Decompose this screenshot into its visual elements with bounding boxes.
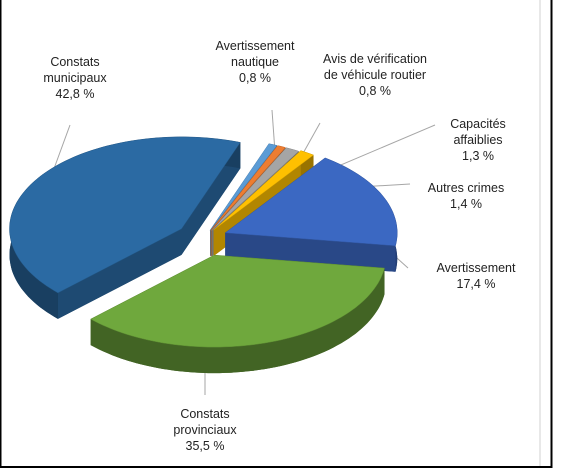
value-label: 42,8 % [55, 87, 95, 101]
slice-top [9, 136, 241, 294]
slice-top [211, 147, 300, 231]
slice-top [210, 145, 286, 231]
slice-top [213, 150, 315, 231]
data-label: Avertissement 17,4 % [421, 260, 531, 292]
value-label: 35,5 % [185, 439, 225, 453]
frame [0, 0, 553, 468]
slice-side [90, 268, 385, 374]
value-label: 1,4 % [450, 197, 482, 211]
data-label: Avertissement nautique 0,8 % [200, 38, 310, 86]
category-label: Avertissement [436, 261, 516, 275]
value-label: 1,3 % [462, 149, 494, 163]
slice-top [90, 254, 385, 348]
category-label: Capacités affaiblies [450, 117, 506, 147]
category-label: Constats municipaux [43, 55, 107, 85]
category-label: Avis de vérification de véhicule routier [323, 52, 427, 82]
value-label: 17,4 % [456, 277, 496, 291]
value-label: 0,8 % [359, 84, 391, 98]
pie-slice [90, 254, 385, 374]
slice-wall [181, 142, 241, 255]
category-label: Avertissement nautique [215, 39, 295, 69]
data-label: Constats municipaux 42,8 % [25, 54, 125, 102]
data-label: Capacités affaiblies 1,3 % [438, 116, 518, 164]
slice-top [224, 157, 398, 247]
value-label: 0,8 % [239, 71, 271, 85]
slice-wall [57, 228, 182, 319]
data-label: Avis de vérification de véhicule routier… [320, 51, 430, 99]
data-label: Constats provinciaux 35,5 % [160, 406, 250, 454]
data-label: Autres crimes 1,4 % [411, 180, 521, 212]
category-label: Constats provinciaux [173, 407, 237, 437]
category-label: Autres crimes [427, 181, 505, 195]
pie [9, 136, 398, 374]
pie-slice [9, 136, 241, 319]
slice-top [209, 143, 278, 231]
